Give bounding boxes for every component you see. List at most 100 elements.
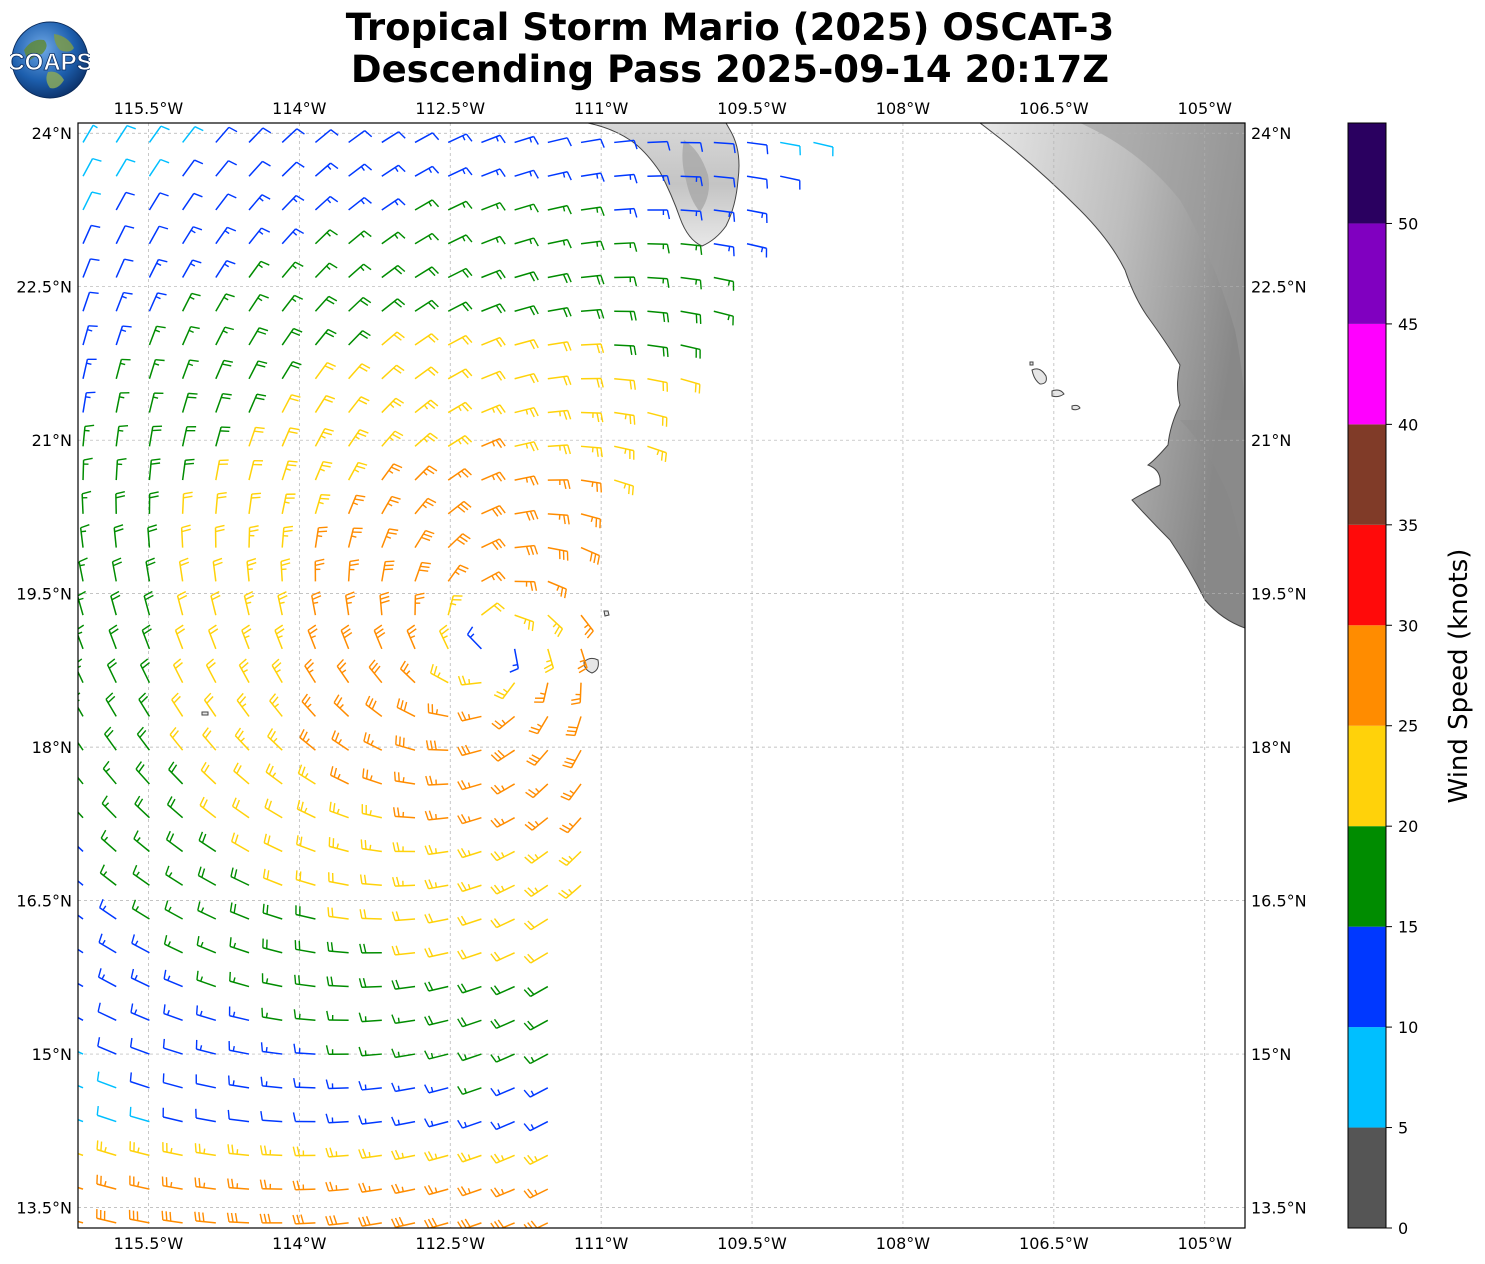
wind-barb-half-feather bbox=[200, 907, 205, 913]
wind-barb-half-feather bbox=[423, 437, 428, 443]
wind-barb-feather bbox=[227, 1178, 230, 1188]
wind-barb-feather bbox=[206, 658, 214, 666]
wind-barb bbox=[414, 592, 425, 616]
wind-barb-feather bbox=[289, 427, 300, 431]
lon-tick-label-top: 115.5°W bbox=[114, 99, 184, 118]
wind-barb-feather bbox=[666, 278, 670, 288]
wind-barb-feather bbox=[529, 581, 534, 591]
wind-barb-half-feather bbox=[341, 669, 347, 674]
wind-barb bbox=[248, 260, 270, 278]
wind-barb bbox=[414, 497, 437, 515]
wind-barb bbox=[614, 242, 638, 252]
lat-tick-label-left: 13.5°N bbox=[16, 1199, 72, 1218]
wind-barb-feather bbox=[202, 799, 208, 809]
wind-barb bbox=[613, 479, 635, 496]
wind-barb-feather bbox=[226, 1212, 230, 1222]
wind-barb-feather bbox=[527, 1222, 533, 1228]
wind-barb-half-feather bbox=[73, 768, 77, 771]
wind-barb-feather bbox=[234, 834, 239, 844]
wind-barb-staff bbox=[78, 670, 84, 683]
wind-barb bbox=[148, 258, 168, 278]
wind-barb-feather bbox=[319, 497, 330, 500]
wind-barb-feather bbox=[325, 1045, 330, 1055]
wind-barb-staff bbox=[215, 193, 229, 211]
wind-barb-half-feather bbox=[405, 670, 411, 675]
wind-barb bbox=[231, 797, 250, 819]
wind-barb bbox=[325, 1215, 349, 1226]
wind-barb-feather bbox=[395, 979, 400, 989]
wind-barb bbox=[358, 1115, 382, 1125]
wind-barb-feather bbox=[256, 363, 266, 368]
wind-barb-half-feather bbox=[540, 692, 546, 696]
wind-barb-feather bbox=[193, 192, 203, 198]
wind-barb bbox=[293, 1009, 316, 1022]
wind-barb-feather bbox=[433, 665, 438, 676]
wind-barb-feather bbox=[399, 660, 406, 670]
wind-barb-staff bbox=[514, 169, 534, 177]
wind-barb-feather bbox=[165, 1211, 168, 1221]
wind-barb-feather bbox=[398, 164, 406, 173]
wind-barb bbox=[181, 491, 193, 514]
wind-barb-feather bbox=[464, 468, 472, 476]
wind-barb bbox=[207, 624, 219, 650]
wind-barb-feather bbox=[533, 237, 539, 247]
wind-barb-feather bbox=[461, 745, 467, 755]
wind-barb-feather bbox=[596, 412, 600, 423]
wind-barb-feather bbox=[325, 332, 335, 338]
wind-barb-feather bbox=[420, 565, 430, 569]
wind-barb bbox=[457, 744, 482, 757]
wind-barb bbox=[396, 698, 416, 718]
wind-barb-feather bbox=[564, 760, 574, 765]
wind-barb bbox=[381, 463, 403, 481]
wind-barb-feather bbox=[558, 892, 567, 899]
wind-barb-feather bbox=[499, 404, 506, 413]
wind-barb bbox=[713, 141, 736, 154]
wind-barb-feather bbox=[358, 1217, 363, 1227]
wind-barb bbox=[292, 1180, 316, 1191]
wind-barb bbox=[424, 1118, 449, 1128]
wind-barb-feather bbox=[150, 462, 161, 465]
wind-barb-feather bbox=[163, 935, 168, 945]
wind-barb bbox=[580, 343, 605, 354]
wind-barb-half-feather bbox=[167, 975, 171, 981]
wind-barb-staff bbox=[514, 135, 534, 144]
wind-barb bbox=[134, 795, 150, 819]
wind-barb-feather bbox=[394, 1183, 401, 1193]
wind-barb bbox=[509, 648, 520, 673]
wind-barb-staff bbox=[328, 984, 349, 988]
wind-barb-half-feather bbox=[562, 206, 566, 212]
wind-barb-half-feather bbox=[397, 1017, 400, 1023]
wind-barbs bbox=[65, 124, 834, 1228]
map-background bbox=[78, 123, 1245, 1228]
wind-barb-feather bbox=[65, 1071, 67, 1080]
wind-barb-half-feather bbox=[529, 137, 533, 143]
wind-barb-feather bbox=[330, 942, 334, 952]
wind-barb bbox=[457, 814, 482, 825]
wind-barb-feather bbox=[460, 881, 467, 891]
wind-barb-feather bbox=[245, 594, 254, 601]
wind-barb-feather bbox=[421, 561, 431, 565]
wind-barb-staff bbox=[746, 175, 767, 181]
wind-barb bbox=[229, 902, 250, 920]
wind-barb-staff bbox=[163, 1047, 183, 1055]
wind-barb bbox=[325, 1181, 349, 1192]
wind-barb bbox=[481, 303, 506, 314]
wind-barb-feather bbox=[158, 258, 168, 263]
wind-barb bbox=[381, 231, 406, 245]
wind-barb-feather bbox=[175, 624, 184, 631]
wind-barb-staff bbox=[281, 161, 298, 177]
wind-barb-feather bbox=[400, 700, 404, 710]
wind-barb-half-feather bbox=[434, 1187, 438, 1193]
wind-barb-feather bbox=[295, 228, 304, 235]
wind-barb-feather bbox=[174, 661, 183, 669]
wind-barb-feather bbox=[91, 191, 102, 195]
wind-barb-half-feather bbox=[596, 241, 599, 247]
wind-barb bbox=[115, 490, 126, 514]
wind-barb-half-feather bbox=[87, 328, 93, 332]
wind-barb-half-feather bbox=[154, 362, 160, 366]
wind-barb-feather bbox=[499, 236, 506, 245]
wind-barb-feather bbox=[495, 439, 503, 449]
wind-barb bbox=[171, 692, 184, 717]
wind-barb-staff bbox=[614, 242, 635, 245]
wind-barb bbox=[514, 544, 539, 556]
